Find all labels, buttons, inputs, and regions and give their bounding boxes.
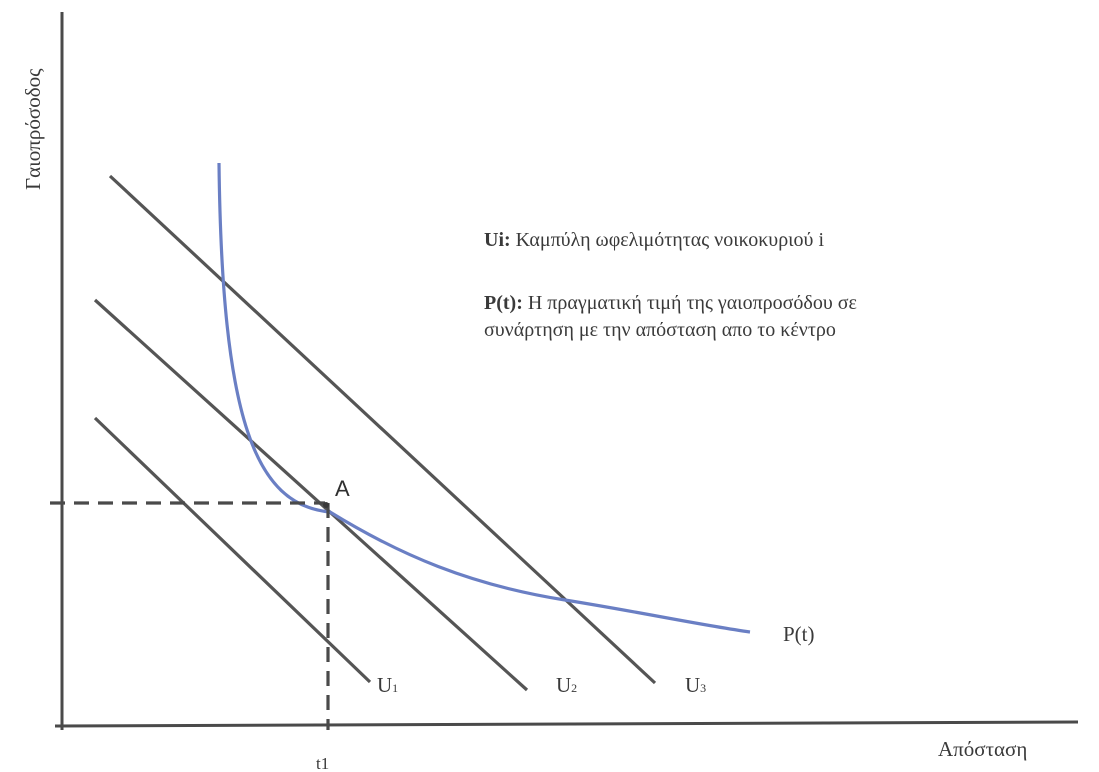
y-axis-label: Γαιοπρόσοδος xyxy=(21,68,45,190)
x-axis xyxy=(54,720,1079,728)
point-a-marker xyxy=(323,502,329,508)
p-curve-label: P(t) xyxy=(783,622,815,646)
legend-pt-line1: P(t): Η πραγματική τιμή της γαιοπροσόδου… xyxy=(484,292,857,314)
legend-ui: Ui: Καμπύλη ωφελιμότητας νοικοκυριού i xyxy=(484,229,824,251)
p-curve xyxy=(217,162,751,634)
x-tick-t1: t1 xyxy=(316,754,329,772)
u3-label: U3 xyxy=(685,673,706,697)
utility-line-u1 xyxy=(93,416,372,684)
u2-label: U2 xyxy=(556,673,577,697)
u1-label: U1 xyxy=(377,673,398,697)
x-axis-label: Απόσταση xyxy=(938,737,1027,761)
legend-pt-line2: συνάρτηση με την απόσταση απο το κέντρο xyxy=(484,319,836,341)
utility-line-u3 xyxy=(108,174,657,685)
point-a-label: A xyxy=(335,476,350,501)
utility-line-u2 xyxy=(93,298,529,692)
